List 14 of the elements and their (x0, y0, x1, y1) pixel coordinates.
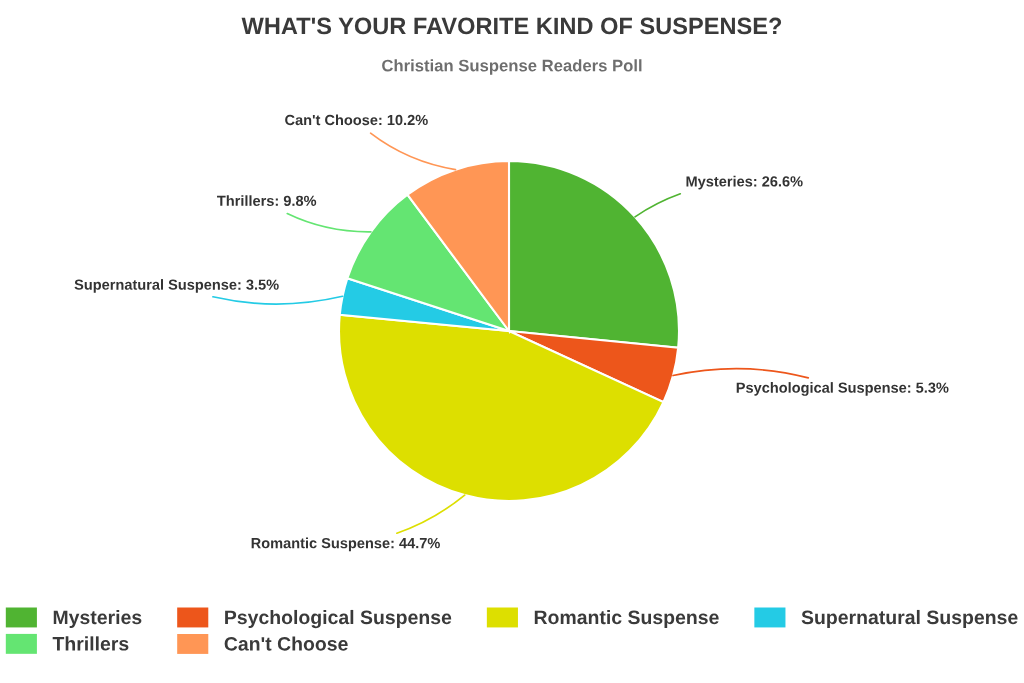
data-label: Supernatural Suspense: 3.5% (74, 279, 279, 293)
data-label: Mysteries: 26.6% (686, 175, 803, 190)
data-label: Romantic Suspense: 44.7% (251, 537, 440, 552)
data-label: Thrillers: 9.8% (217, 195, 317, 206)
legend-label: Psychological Suspense (225, 609, 452, 629)
data-label: Can't Choose: 10.2% (285, 114, 428, 126)
chart-title: WHAT'S YOUR FAVORITE KIND OF SUSPENSE? (241, 17, 782, 35)
data-label: Psychological Suspense: 5.3% (736, 382, 949, 396)
legend-label: Romantic Suspense (534, 609, 719, 629)
chart-subtitle: Christian Suspense Readers Poll (382, 59, 642, 75)
legend-label: Mysteries (53, 609, 142, 629)
legend-label: Supernatural Suspense (801, 609, 1018, 629)
legend-label: Can't Choose (224, 636, 348, 651)
legend-label: Thrillers (52, 636, 129, 651)
